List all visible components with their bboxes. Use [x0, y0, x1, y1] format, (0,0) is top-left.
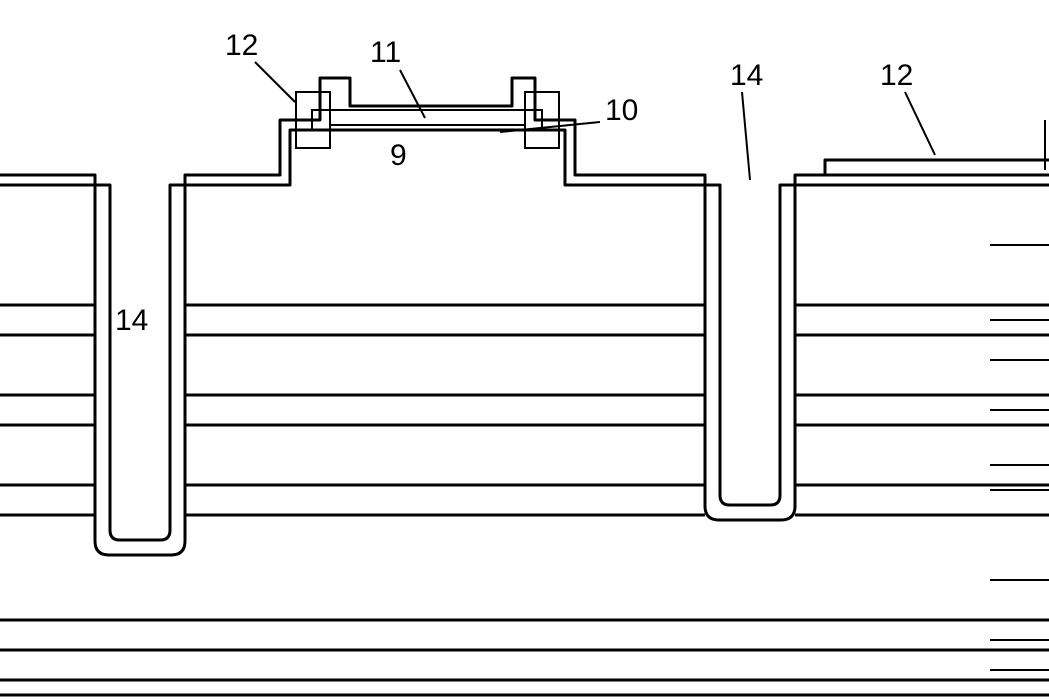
stack-mid-plate	[312, 110, 542, 130]
leader-14-right-top	[742, 92, 750, 180]
label-12-left: 12	[225, 29, 258, 62]
label-14-left-inside: 14	[115, 304, 148, 337]
label-12-right: 12	[880, 59, 913, 92]
label-10: 10	[605, 94, 638, 127]
leader-12-left	[255, 62, 295, 102]
label-14-right-top: 14	[730, 59, 763, 92]
outer-top-surface	[0, 78, 1049, 555]
label-9: 9	[390, 139, 407, 172]
leader-12-right	[905, 92, 935, 155]
label-11: 11	[370, 36, 401, 69]
